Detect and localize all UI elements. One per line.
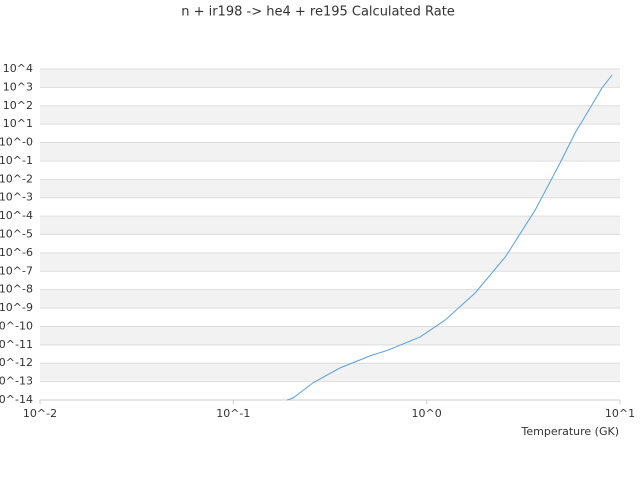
grid-band — [40, 179, 620, 198]
x-axis-label: Temperature (GK) — [521, 425, 620, 438]
x-tick-label: 10^-1 — [216, 407, 250, 420]
y-tick-label: 10^-12 — [0, 356, 33, 369]
y-tick-label: 10^-9 — [0, 301, 33, 314]
y-tick-label: 10^-6 — [0, 246, 33, 259]
y-tick-label: 10^-8 — [0, 283, 33, 296]
grid-band — [40, 326, 620, 345]
grid-band — [40, 252, 620, 272]
x-tick-label: 10^-2 — [23, 407, 57, 420]
grid-band — [40, 363, 620, 382]
y-tick-label: 10^-3 — [0, 191, 33, 204]
y-tick-label: 10^4 — [3, 62, 33, 75]
y-tick-label: 10^-11 — [0, 338, 33, 351]
data-line — [287, 74, 613, 401]
grid-band — [40, 69, 620, 88]
y-tick-label: 10^-7 — [0, 264, 33, 277]
y-tick-label: 10^1 — [3, 117, 33, 130]
x-tick-label: 10^1 — [605, 407, 635, 420]
y-tick-label: 10^-4 — [0, 209, 33, 222]
y-tick-label: 10^3 — [3, 80, 33, 93]
chart-title: n + ir198 -> he4 + re195 Calculated Rate — [181, 5, 455, 20]
y-tick-label: 10^-10 — [0, 319, 33, 332]
y-tick-label: 10^2 — [3, 99, 33, 112]
y-tick-label: 10^-14 — [0, 393, 33, 406]
grid-band — [40, 142, 620, 161]
y-tick-label: 10^-2 — [0, 172, 33, 185]
y-tick-label: 10^-1 — [0, 154, 33, 167]
grid-band — [40, 105, 620, 125]
y-tick-label: 10^-13 — [0, 375, 33, 388]
grid-band — [40, 289, 620, 309]
grid-band — [40, 216, 620, 235]
y-tick-label: 10^-5 — [0, 228, 33, 241]
x-tick-label: 10^0 — [412, 407, 442, 420]
y-tick-label: 10^-0 — [0, 136, 33, 149]
